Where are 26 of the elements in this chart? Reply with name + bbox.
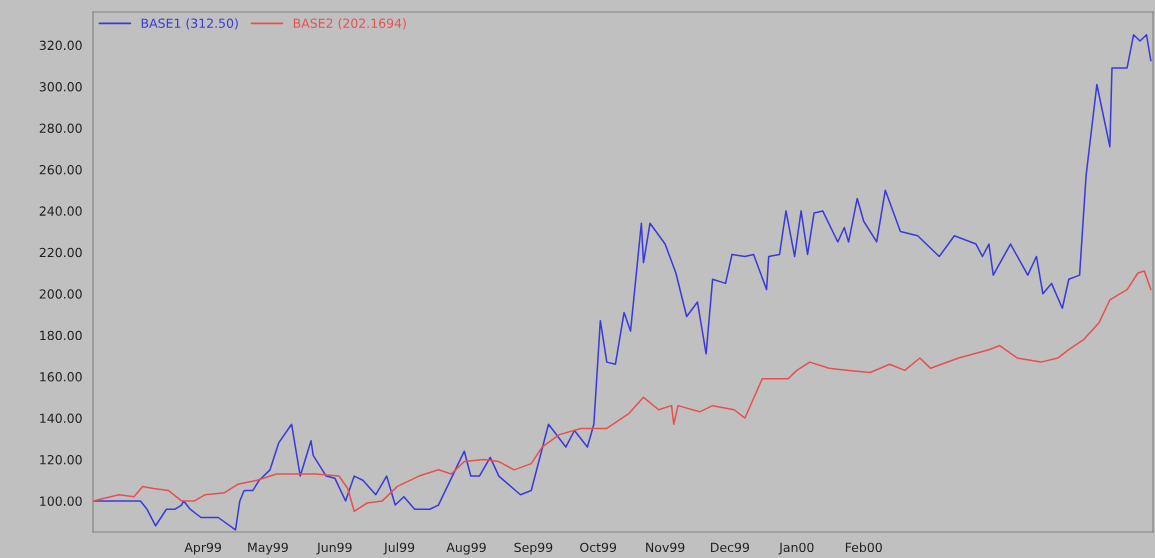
legend-label: BASE2 (202.1694) [293,18,406,30]
x-tick-label: Dec99 [711,542,750,553]
x-tick-label: Jan00 [778,542,814,555]
x-tick-label: May99 [248,542,288,555]
x-tick-label: Aug99 [446,542,486,555]
x-tick-label: Nov99 [646,542,685,553]
x-tick-label: Jun99 [316,542,352,555]
y-tick-label: 260.00 [39,164,82,175]
x-tick-label: Jul99 [383,542,415,555]
y-tick-label: 120.00 [40,454,82,465]
y-tick-label: 320.00 [39,40,82,51]
x-tick-label: Sep99 [514,542,553,555]
y-tick-label: 280.00 [39,123,82,133]
legend-label: BASE1 (312.50) [141,18,238,30]
y-tick-label: 180.00 [40,330,82,341]
y-tick-label: 240.00 [39,206,82,216]
y-tick-label: 140.00 [40,413,82,423]
x-tick-label: Apr99 [184,542,221,555]
y-tick-label: 100.00 [40,496,82,506]
x-tick-label: Feb00 [845,542,882,553]
y-tick-label: 300.00 [39,82,82,92]
y-tick-label: 160.00 [40,372,82,382]
y-tick-label: 200.00 [39,289,82,299]
x-tick-label: Oct99 [580,542,617,553]
line-series [93,270,1152,513]
y-tick-label: 220.00 [39,247,82,258]
